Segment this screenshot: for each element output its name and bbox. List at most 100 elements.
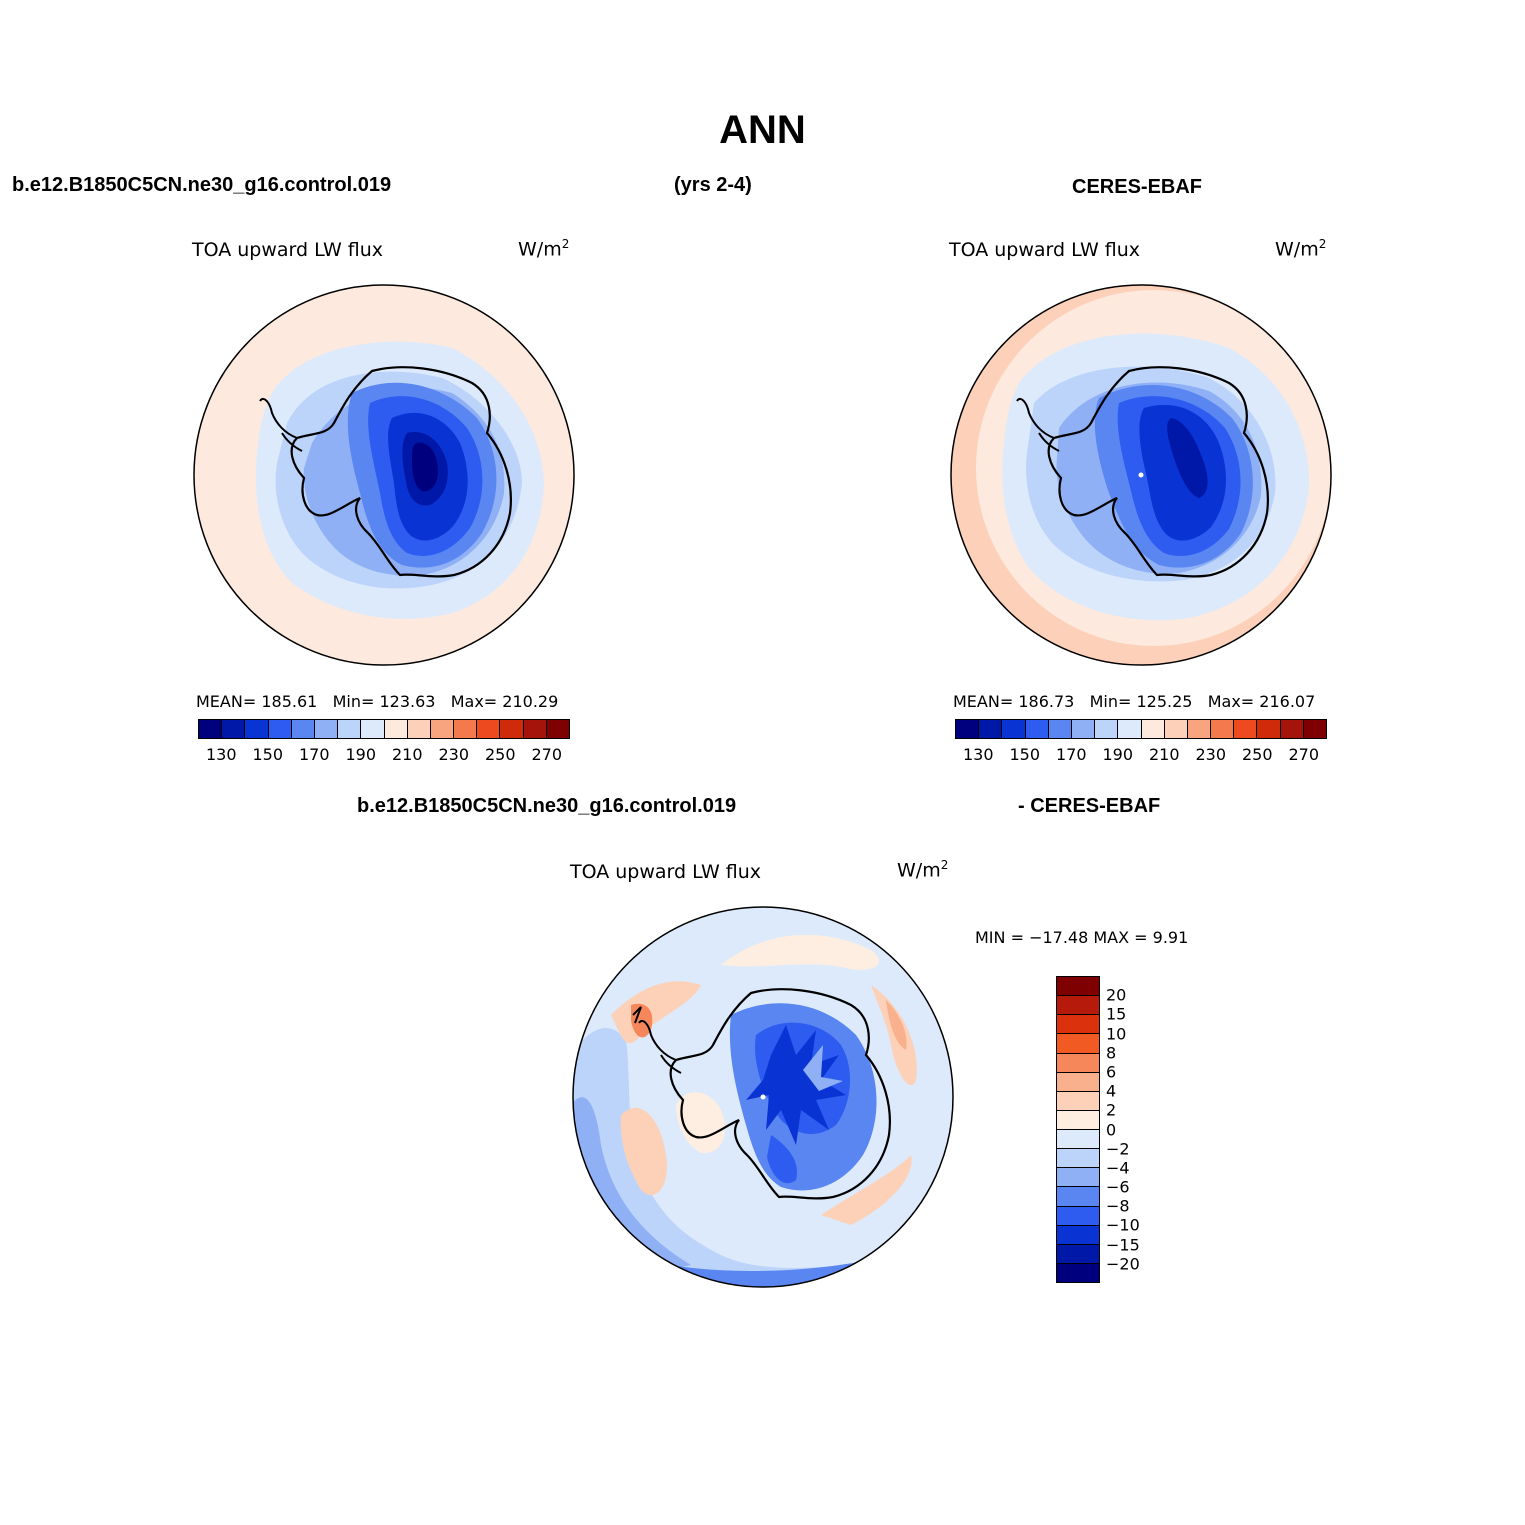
colorbar-cell [430, 720, 455, 738]
colorbar-cell [384, 720, 408, 738]
years-header: (yrs 2-4) [674, 174, 752, 196]
diff-case-header: b.e12.B1850C5CN.ne30_g16.control.019 [357, 795, 737, 817]
colorbar-cell [1234, 720, 1258, 738]
colorbar-cell [1071, 720, 1096, 738]
model-max-value: 210.29 [502, 692, 559, 711]
colorbar-cell [1164, 720, 1188, 738]
obs-colorbar [955, 719, 1327, 739]
colorbar-tick-label: 0 [1106, 1120, 1117, 1139]
diff-panel-title: TOA upward LW flux [570, 861, 762, 883]
colorbar-tick-label: 15 [1106, 1004, 1127, 1024]
model-min-value: 123.63 [379, 692, 436, 711]
colorbar-cell [956, 720, 980, 738]
colorbar-cell [1057, 1225, 1099, 1245]
colorbar-tick-label: −20 [1106, 1254, 1140, 1274]
obs-name-header: CERES-EBAF [1072, 176, 1203, 198]
colorbar-cell [1057, 1072, 1099, 1092]
colorbar-tick-label: 270 [1288, 745, 1320, 764]
colorbar-cell [291, 720, 315, 738]
case-name-header: b.e12.B1850C5CN.ne30_g16.control.019 [12, 174, 392, 196]
colorbar-tick-label: −4 [1106, 1158, 1130, 1178]
model-panel-title: TOA upward LW flux [192, 239, 384, 261]
colorbar-tick-label: 210 [391, 745, 423, 764]
colorbar-cell [407, 720, 431, 738]
colorbar-cell [1280, 720, 1304, 738]
colorbar-cell [1057, 996, 1099, 1016]
colorbar-cell [1002, 720, 1026, 738]
colorbar-cell [1118, 720, 1142, 738]
diff-panel-units: W/m2 [897, 858, 949, 882]
colorbar-tick-label: 130 [962, 745, 994, 764]
colorbar-cell [361, 720, 385, 738]
colorbar-tick-label: 130 [205, 745, 237, 764]
colorbar-cell [1057, 1206, 1099, 1226]
colorbar-tick-label: 2 [1106, 1100, 1117, 1120]
colorbar-cell [1057, 1130, 1099, 1150]
colorbar-cell [979, 720, 1003, 738]
model-mean-value: 185.61 [261, 692, 318, 711]
obs-max-value: 216.07 [1259, 692, 1316, 711]
colorbar-cell [1187, 720, 1212, 738]
colorbar-tick-label: 210 [1148, 745, 1180, 764]
colorbar-cell [338, 720, 362, 738]
colorbar-cell [199, 720, 223, 738]
colorbar-cell [1057, 1015, 1099, 1035]
colorbar-tick-label: −8 [1106, 1196, 1130, 1216]
colorbar-cell [245, 720, 269, 738]
colorbar-tick-label: 250 [1241, 745, 1273, 764]
obs-stats: MEAN= 186.73 Min= 125.25 Max= 216.07 [953, 692, 1316, 711]
model-stats: MEAN= 185.61 Min= 123.63 Max= 210.29 [196, 692, 559, 711]
diff-minmax: MIN = −17.48 MAX = 9.91 [975, 928, 1189, 947]
colorbar-cell [523, 720, 547, 738]
colorbar-tick-label: 250 [484, 745, 516, 764]
diff-obs-header: - CERES-EBAF [1018, 795, 1161, 817]
colorbar-tick-label: 8 [1106, 1043, 1117, 1063]
colorbar-tick-label: 150 [1009, 745, 1041, 764]
colorbar-tick-label: 20 [1106, 985, 1127, 1005]
model-panel-units: W/m2 [518, 237, 570, 261]
diff-colorbar [1056, 976, 1100, 1283]
colorbar-cell [1057, 1263, 1099, 1282]
colorbar-tick-label: −15 [1106, 1235, 1140, 1255]
colorbar-tick-label: 230 [1195, 745, 1227, 764]
colorbar-tick-label: 150 [252, 745, 284, 764]
obs-min-value: 125.25 [1136, 692, 1193, 711]
colorbar-tick-label: 4 [1106, 1081, 1117, 1101]
colorbar-tick-label: −6 [1106, 1177, 1130, 1197]
colorbar-cell [1057, 1034, 1099, 1054]
obs-panel-title: TOA upward LW flux [949, 239, 1141, 261]
colorbar-cell [477, 720, 501, 738]
obs-polar-map [950, 284, 1332, 666]
colorbar-cell [546, 720, 569, 738]
colorbar-cell [1257, 720, 1281, 738]
obs-mean-value: 186.73 [1018, 692, 1075, 711]
colorbar-cell [222, 720, 246, 738]
colorbar-cell [1057, 1187, 1099, 1207]
colorbar-cell [314, 720, 339, 738]
colorbar-tick-label: 190 [345, 745, 377, 764]
colorbar-cell [1048, 720, 1072, 738]
colorbar-tick-label: −10 [1106, 1215, 1140, 1235]
colorbar-cell [1095, 720, 1119, 738]
colorbar-cell [1057, 1244, 1099, 1264]
colorbar-tick-label: 170 [298, 745, 330, 764]
main-title: ANN [719, 108, 806, 152]
colorbar-cell [1057, 1168, 1099, 1188]
model-colorbar [198, 719, 570, 739]
colorbar-tick-label: −2 [1106, 1139, 1130, 1159]
colorbar-tick-label: 230 [438, 745, 470, 764]
colorbar-tick-label: 170 [1055, 745, 1087, 764]
colorbar-cell [1057, 1149, 1099, 1169]
colorbar-cell [1141, 720, 1165, 738]
colorbar-cell [1303, 720, 1326, 738]
colorbar-cell [1057, 1110, 1099, 1130]
colorbar-cell [1057, 977, 1099, 997]
colorbar-cell [500, 720, 524, 738]
colorbar-cell [1025, 720, 1049, 738]
colorbar-tick-label: 6 [1106, 1062, 1117, 1082]
colorbar-tick-label: 10 [1106, 1024, 1127, 1044]
colorbar-cell [454, 720, 478, 738]
diff-polar-map [572, 906, 954, 1288]
colorbar-cell [1057, 1053, 1099, 1073]
colorbar-tick-label: 270 [531, 745, 563, 764]
